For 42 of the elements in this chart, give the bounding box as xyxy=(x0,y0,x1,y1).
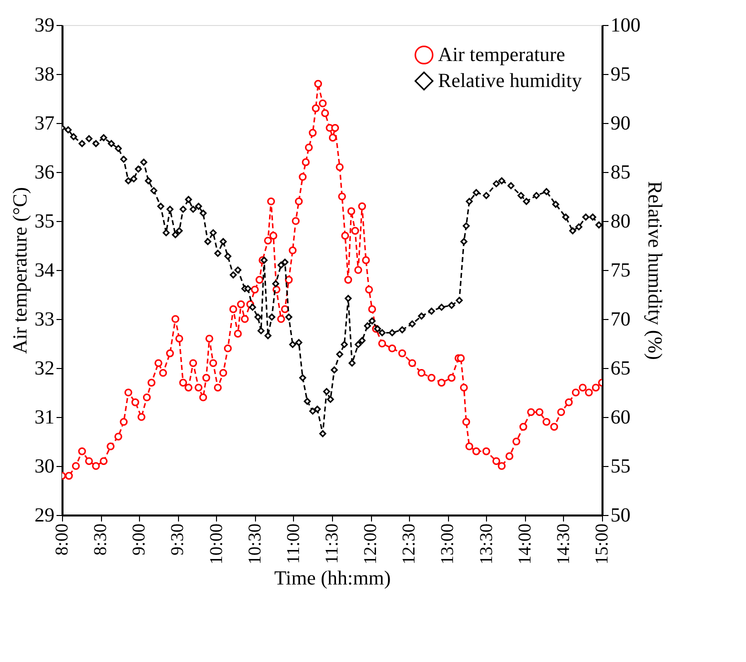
y2-axis-title: Relative humidity (%) xyxy=(644,181,666,360)
y-tick-label: 38 xyxy=(34,64,54,86)
y-tick-label: 34 xyxy=(34,260,54,282)
legend-label: Relative humidity xyxy=(438,70,582,92)
y-tick-label: 35 xyxy=(34,210,54,232)
y2-tick-label: 60 xyxy=(610,406,630,428)
x-tick-label: 13:30 xyxy=(476,524,496,565)
y2-tick-label: 65 xyxy=(610,358,630,380)
y-tick-label: 36 xyxy=(34,162,54,184)
y2-tick-label: 70 xyxy=(610,308,630,330)
x-tick-label: 15:00 xyxy=(592,524,612,565)
legend-label: Air temperature xyxy=(438,44,566,66)
y2-tick-label: 95 xyxy=(610,64,630,86)
y-tick-label: 33 xyxy=(34,308,54,330)
y-tick-label: 29 xyxy=(34,504,54,526)
x-tick-label: 8:00 xyxy=(52,524,72,556)
y2-tick-label: 50 xyxy=(610,504,630,526)
y2-tick-label: 100 xyxy=(610,14,640,36)
y2-tick-label: 55 xyxy=(610,456,630,478)
y-tick-label: 32 xyxy=(34,358,54,380)
y2-tick-label: 80 xyxy=(610,210,630,232)
x-tick-label: 9:30 xyxy=(167,524,188,556)
y-axis-title: Air temperature (°C) xyxy=(10,187,32,354)
x-tick-label: 12:30 xyxy=(398,524,419,565)
x-tick-label: 10:30 xyxy=(244,524,264,565)
x-tick-label: 12:00 xyxy=(360,524,380,565)
y2-tick-label: 85 xyxy=(610,162,630,184)
x-tick-label: 11:00 xyxy=(282,524,303,564)
x-axis-title: Time (hh:mm) xyxy=(274,568,391,590)
x-tick-label: 14:30 xyxy=(552,524,573,565)
x-tick-label: 9:00 xyxy=(128,524,149,556)
x-tick-label: 13:00 xyxy=(437,524,458,565)
x-tick-label: 11:30 xyxy=(322,524,342,564)
y-tick-label: 30 xyxy=(34,456,54,478)
x-tick-label: 10:00 xyxy=(206,524,226,565)
x-tick-label: 14:00 xyxy=(514,524,534,565)
y2-tick-label: 90 xyxy=(610,112,630,134)
x-tick-label: 8:30 xyxy=(90,524,110,556)
y-tick-label: 39 xyxy=(34,14,54,36)
y2-tick-label: 75 xyxy=(610,260,630,282)
y-tick-label: 37 xyxy=(34,112,54,134)
y-tick-label: 31 xyxy=(34,406,54,428)
